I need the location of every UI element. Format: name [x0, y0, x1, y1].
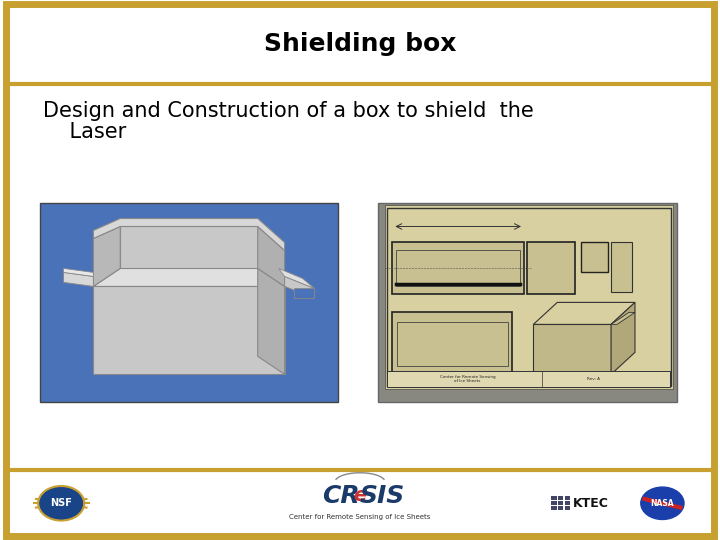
Polygon shape	[94, 226, 120, 286]
Text: Shielding box: Shielding box	[264, 32, 456, 56]
Text: e: e	[354, 486, 366, 505]
Bar	[558, 501, 564, 505]
Text: NASA: NASA	[651, 499, 674, 508]
Polygon shape	[611, 302, 635, 374]
Bar	[392, 312, 512, 376]
Bar	[558, 506, 564, 510]
Polygon shape	[258, 268, 284, 374]
Text: Center for Remote Sensing
of Ice Sheets: Center for Remote Sensing of Ice Sheets	[440, 375, 495, 383]
Bar	[581, 242, 608, 272]
Polygon shape	[63, 268, 94, 276]
Polygon shape	[534, 302, 635, 325]
Polygon shape	[284, 276, 315, 299]
Bar	[387, 208, 671, 386]
Text: Laser: Laser	[43, 122, 127, 143]
Text: Design and Construction of a box to shield  the: Design and Construction of a box to shie…	[43, 100, 534, 121]
Bar	[564, 506, 570, 510]
Text: CR: CR	[323, 484, 360, 508]
Bar	[387, 371, 670, 387]
Text: SIS: SIS	[360, 484, 405, 508]
Polygon shape	[294, 288, 315, 299]
Bar	[551, 506, 557, 510]
Polygon shape	[94, 286, 284, 374]
Circle shape	[40, 487, 83, 519]
Bar	[40, 202, 338, 402]
Text: KTEC: KTEC	[572, 497, 608, 510]
Bar	[385, 205, 673, 389]
Polygon shape	[94, 268, 284, 286]
Polygon shape	[611, 312, 635, 325]
Polygon shape	[99, 342, 258, 373]
Bar	[551, 496, 557, 500]
Text: NSF: NSF	[50, 498, 72, 508]
Bar	[378, 202, 677, 402]
Bar	[396, 251, 521, 286]
Text: Center for Remote Sensing of Ice Sheets: Center for Remote Sensing of Ice Sheets	[289, 514, 431, 521]
Polygon shape	[279, 268, 315, 288]
Bar	[6, 4, 714, 84]
Polygon shape	[94, 219, 284, 251]
Bar	[564, 501, 570, 505]
Polygon shape	[534, 325, 611, 374]
Polygon shape	[120, 226, 258, 268]
Bar	[6, 84, 714, 470]
Bar	[611, 242, 632, 293]
Bar	[558, 496, 564, 500]
Bar	[527, 242, 575, 294]
Text: Rev: A: Rev: A	[587, 377, 600, 381]
Bar	[564, 496, 570, 500]
Polygon shape	[63, 272, 94, 286]
Circle shape	[641, 487, 684, 519]
Bar	[551, 501, 557, 505]
Polygon shape	[258, 226, 284, 286]
Bar	[397, 322, 508, 366]
Bar	[392, 242, 524, 294]
